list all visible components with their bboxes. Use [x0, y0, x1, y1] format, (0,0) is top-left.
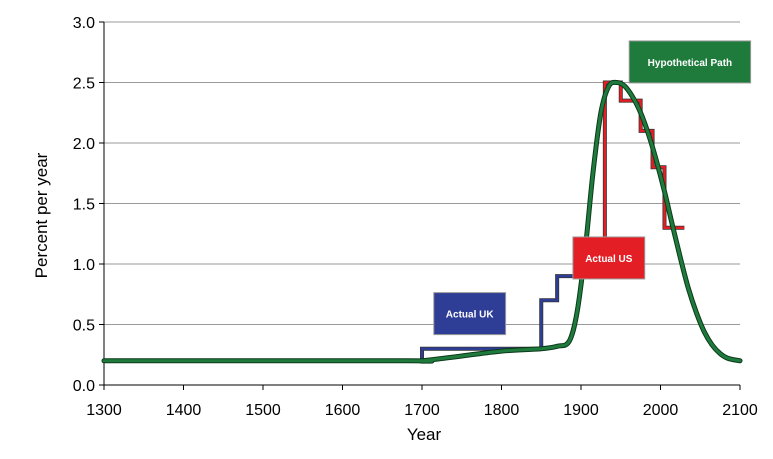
series-label-box	[572, 236, 646, 280]
y-tick-label: 0.0	[73, 378, 95, 395]
x-axis-title: Year	[407, 425, 442, 444]
x-tick-label: 1500	[245, 402, 281, 419]
x-tick-label: 1700	[404, 402, 440, 419]
y-tick-labels: 0.0 0.5 1.0 1.5 2.0 2.5 3.0	[73, 15, 95, 395]
series-label-box	[433, 292, 507, 336]
series-label-actual-us: Actual US	[572, 236, 646, 280]
y-tick-label: 0.5	[73, 318, 95, 335]
y-tick-label: 1.0	[73, 257, 95, 274]
gridlines	[104, 21, 740, 325]
x-tick-label: 2100	[722, 402, 758, 419]
series-label-text: Actual US	[585, 254, 633, 265]
y-tick-label: 3.0	[73, 15, 95, 32]
tick-marks	[99, 21, 741, 390]
x-tick-label: 1400	[166, 402, 202, 419]
y-tick-label: 1.5	[73, 197, 95, 214]
x-tick-label: 2000	[643, 402, 679, 419]
series-label-box	[628, 40, 752, 84]
x-tick-label: 1800	[484, 402, 520, 419]
x-tick-label: 1600	[325, 402, 361, 419]
x-tick-labels: 1300 1400 1500 1600 1700 1800 1900 2000 2100	[86, 402, 758, 419]
x-tick-label: 1300	[86, 402, 122, 419]
y-tick-label: 2.0	[73, 136, 95, 153]
series-label-actual-uk: Actual UK	[433, 292, 507, 336]
series-labels: Actual UK Actual US Hypothetical Path	[433, 40, 752, 336]
x-tick-label: 1900	[563, 402, 599, 419]
series-line-actual-uk-outline	[104, 255, 589, 363]
series-line-actual-uk	[104, 256, 589, 363]
series-group	[101, 79, 743, 364]
series-label-text: Hypothetical Path	[648, 58, 732, 69]
series-line-hypothetical-path	[102, 80, 742, 363]
series-label-text: Actual UK	[446, 310, 495, 321]
y-tick-label: 2.5	[73, 76, 95, 93]
y-axis-title: Percent per year	[32, 152, 51, 278]
series-label-hypothetical-path: Hypothetical Path	[628, 40, 752, 84]
